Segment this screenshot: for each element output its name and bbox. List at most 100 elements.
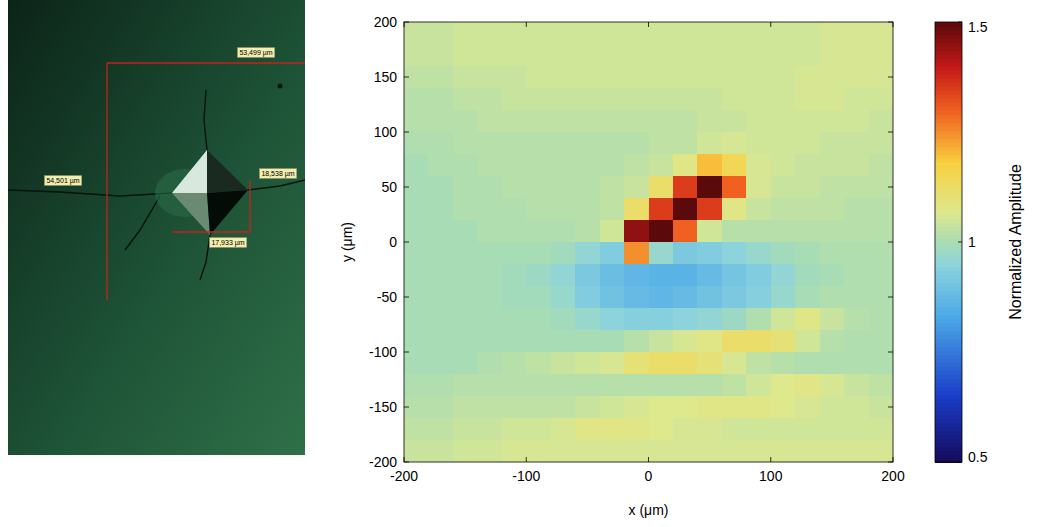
- heat-cell: [820, 396, 845, 419]
- colorbar-step: [935, 270, 962, 275]
- heat-cell: [722, 176, 747, 199]
- heat-cell: [673, 22, 698, 45]
- heat-cell: [820, 22, 845, 45]
- measure-line: [107, 62, 305, 63]
- x-tick-top: [648, 22, 649, 27]
- heat-cell: [600, 286, 625, 309]
- colorbar-step: [935, 62, 962, 67]
- heat-cell: [746, 352, 771, 375]
- heat-cell: [869, 154, 893, 177]
- heat-cell: [746, 154, 771, 177]
- heat-cell: [771, 154, 796, 177]
- colorbar-step: [935, 238, 962, 243]
- heat-cell: [722, 242, 747, 265]
- heat-cell: [428, 418, 453, 441]
- colorbar-step: [935, 346, 962, 351]
- heat-cell: [551, 242, 576, 265]
- heat-cell: [600, 352, 625, 375]
- colorbar-step: [935, 82, 962, 87]
- heat-cell: [551, 440, 576, 462]
- x-tick-top: [893, 22, 894, 27]
- heat-cell: [746, 66, 771, 89]
- colorbar-step: [935, 274, 962, 279]
- colorbar-step: [935, 102, 962, 107]
- heat-cell: [820, 132, 845, 155]
- heat-cell: [404, 286, 429, 309]
- colorbar-tick-label: 0.5: [968, 449, 988, 465]
- colorbar-step: [935, 398, 962, 403]
- colorbar-step: [935, 382, 962, 387]
- heat-cell: [453, 44, 478, 67]
- heat-cell: [869, 308, 893, 331]
- heat-cell: [844, 220, 869, 243]
- heat-cell: [600, 440, 625, 462]
- heat-cell: [526, 220, 551, 243]
- colorbar-step: [935, 450, 962, 455]
- cells: [404, 22, 893, 462]
- heat-cell: [771, 396, 796, 419]
- colorbar-step: [935, 90, 962, 95]
- colorbar-step: [935, 134, 962, 139]
- heat-cell: [844, 308, 869, 331]
- heat-cell: [844, 352, 869, 375]
- heat-cell: [795, 176, 820, 199]
- heat-cell: [722, 352, 747, 375]
- heat-cell: [404, 396, 429, 419]
- colorbar-step: [935, 70, 962, 75]
- heat-cell: [575, 44, 600, 67]
- heat-cell: [624, 286, 649, 309]
- heat-cell: [746, 242, 771, 265]
- x-axis-title: x (μm): [629, 502, 669, 518]
- colorbar-step: [935, 198, 962, 203]
- y-tick-label: 50: [381, 179, 397, 195]
- colorbar-step: [935, 186, 962, 191]
- heat-cell: [697, 154, 722, 177]
- colorbar-step: [935, 314, 962, 319]
- heat-cell: [624, 440, 649, 462]
- heat-cell: [526, 242, 551, 265]
- y-tick: [404, 77, 409, 78]
- heat-cell: [526, 88, 551, 111]
- heat-cell: [404, 66, 429, 89]
- heat-cell: [575, 176, 600, 199]
- heat-cell: [551, 22, 576, 45]
- heat-cell: [746, 264, 771, 287]
- heat-cell: [697, 66, 722, 89]
- colorbar-step: [935, 222, 962, 227]
- heat-cell: [453, 132, 478, 155]
- heat-cell: [551, 154, 576, 177]
- heat-cell: [404, 198, 429, 221]
- heat-cell: [428, 396, 453, 419]
- measure-label: 54,501 µm: [44, 176, 81, 186]
- heat-cell: [453, 22, 478, 45]
- heat-cell: [624, 88, 649, 111]
- heat-cell: [795, 110, 820, 133]
- heat-cell: [869, 176, 893, 199]
- heat-cell: [428, 66, 453, 89]
- heat-cell: [771, 330, 796, 353]
- heat-cell: [453, 66, 478, 89]
- colorbar-step: [935, 294, 962, 299]
- heat-cell: [477, 440, 502, 462]
- heat-cell: [722, 264, 747, 287]
- heat-cell: [600, 396, 625, 419]
- heat-cell: [477, 198, 502, 221]
- colorbar-tick-label: 1.5: [968, 19, 988, 35]
- heat-cell: [502, 176, 527, 199]
- heat-cell: [502, 44, 527, 67]
- colorbar-step: [935, 402, 962, 407]
- heat-cell: [795, 286, 820, 309]
- colorbar-step: [935, 138, 962, 143]
- colorbar-step: [935, 106, 962, 111]
- heat-cell: [502, 110, 527, 133]
- heat-cell: [673, 242, 698, 265]
- heat-cell: [624, 198, 649, 221]
- y-tick-label: 0: [389, 234, 397, 250]
- heat-cell: [551, 308, 576, 331]
- colorbar-step: [935, 430, 962, 435]
- heat-cell: [649, 198, 674, 221]
- heat-cell: [404, 22, 429, 45]
- heat-cell: [771, 220, 796, 243]
- heat-cell: [795, 374, 820, 397]
- colorbar-step: [935, 114, 962, 119]
